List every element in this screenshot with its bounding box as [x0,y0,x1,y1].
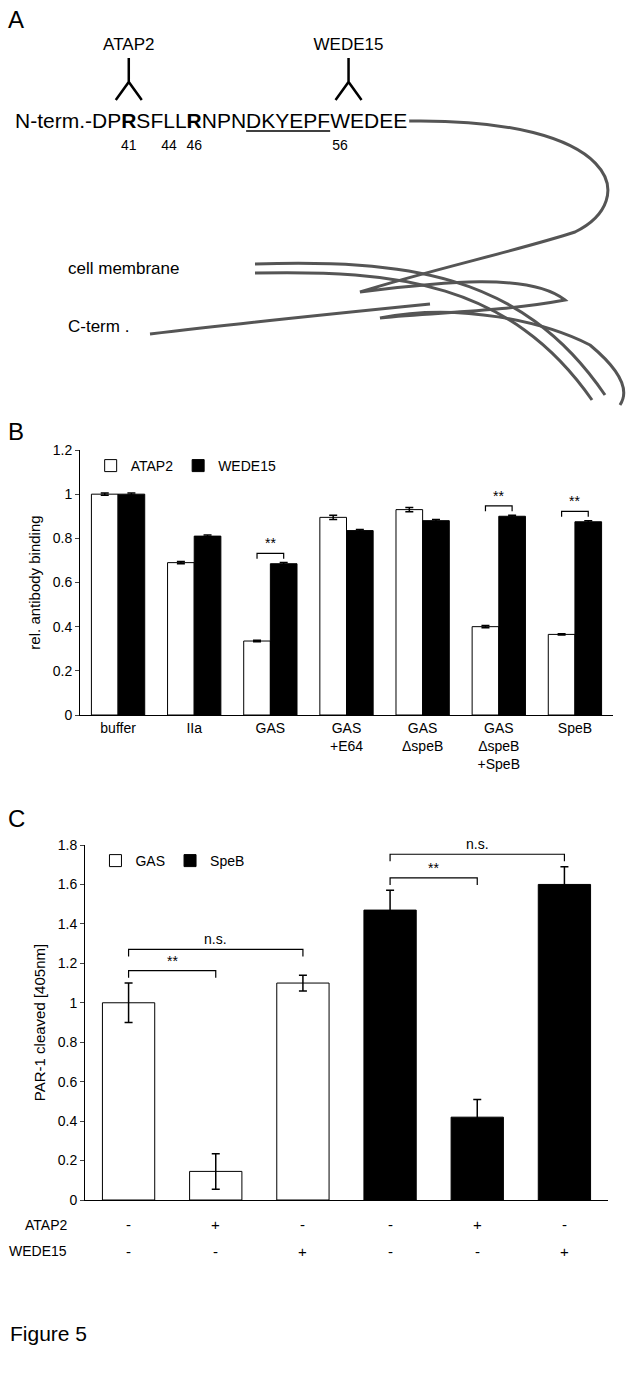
svg-text:IIa: IIa [186,720,202,736]
svg-text:-: - [388,1216,393,1233]
svg-text:1: 1 [64,486,72,502]
svg-text:+: + [473,1216,482,1233]
svg-text:**: ** [265,535,276,551]
svg-text:N-term.-DPRSFLLRNPNDKYEPFWEDEE: N-term.-DPRSFLLRNPNDKYEPFWEDEE [15,109,407,132]
svg-text:WEDE15: WEDE15 [9,1243,67,1259]
svg-text:0.6: 0.6 [58,1074,78,1090]
svg-text:0.4: 0.4 [58,1113,78,1129]
svg-text:C-term .: C-term . [68,317,129,336]
svg-text:1.2: 1.2 [58,955,78,971]
svg-text:WEDE15: WEDE15 [314,35,384,54]
svg-text:buffer: buffer [100,720,136,736]
svg-text:1: 1 [69,995,77,1011]
svg-text:0: 0 [69,1192,77,1208]
svg-text:**: ** [167,953,178,969]
svg-text:1.6: 1.6 [58,876,78,892]
svg-text:+: + [298,1243,307,1260]
svg-text:1.4: 1.4 [58,916,78,932]
svg-text:-: - [562,1216,567,1233]
svg-text:0.8: 0.8 [58,1034,78,1050]
svg-text:-: - [475,1243,480,1260]
svg-text:GASΔspeB: GASΔspeB [402,720,443,754]
svg-text:-: - [388,1243,393,1260]
svg-text:cell membrane: cell membrane [68,259,180,278]
svg-text:1.2: 1.2 [53,442,73,458]
svg-text:GAS+E64: GAS+E64 [330,720,363,754]
svg-text:56: 56 [332,137,348,153]
svg-text:-: - [126,1216,131,1233]
svg-text:n.s.: n.s. [204,931,227,947]
html-text:Figure 5: Figure 5 [10,1322,87,1345]
svg-text:0.8: 0.8 [53,530,73,546]
svg-text:GAS: GAS [256,720,286,736]
svg-text:ATAP2: ATAP2 [25,1217,67,1233]
svg-text:ATAP2: ATAP2 [131,458,173,474]
svg-text:ATAP2: ATAP2 [103,35,154,54]
svg-text:PAR-1 cleaved [405nm]: PAR-1 cleaved [405nm] [31,944,48,1101]
svg-text:-: - [300,1216,305,1233]
svg-text:41: 41 [121,137,137,153]
svg-text:GASΔspeB+SpeB: GASΔspeB+SpeB [478,720,520,772]
svg-text:0.4: 0.4 [53,619,73,635]
svg-text:1.8: 1.8 [58,837,78,853]
svg-text:0.6: 0.6 [53,574,73,590]
html-text:A: A [8,6,24,33]
svg-text:SpeB: SpeB [558,720,592,736]
svg-text:-: - [126,1243,131,1260]
svg-text:-: - [213,1243,218,1260]
svg-text:46: 46 [186,137,202,153]
svg-text:+: + [560,1243,569,1260]
svg-text:WEDE15: WEDE15 [218,458,276,474]
svg-text:SpeB: SpeB [210,853,244,869]
svg-text:0: 0 [64,707,72,723]
svg-text:44: 44 [161,137,177,153]
svg-text:+: + [211,1216,220,1233]
html-text:C: C [8,805,26,832]
svg-text:**: ** [428,860,439,876]
svg-text:n.s.: n.s. [466,836,489,852]
svg-text:0.2: 0.2 [53,663,73,679]
svg-text:**: ** [569,493,580,509]
html-text:B: B [8,418,24,445]
svg-text:**: ** [493,488,504,504]
svg-text:GAS: GAS [135,853,165,869]
svg-text:0.2: 0.2 [58,1152,78,1168]
svg-text:rel. antibody binding: rel. antibody binding [26,515,43,649]
